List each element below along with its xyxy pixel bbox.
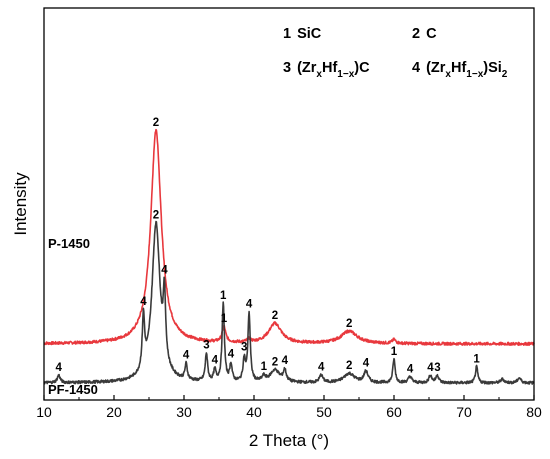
peak-label: 2	[346, 318, 352, 330]
legend-entry-1-text: SiC	[297, 26, 322, 42]
peak-label: 2	[153, 209, 159, 221]
legend-entry-1: 1 SiC	[283, 26, 322, 42]
legend-entry-4-p2: Hf	[451, 60, 466, 76]
y-axis-title: Intensity	[11, 172, 30, 236]
peak-label: 1	[261, 361, 268, 373]
x-tick-label: 50	[316, 404, 332, 420]
legend-entry-3-p1: x	[316, 69, 322, 80]
peak-label: 4	[318, 362, 325, 374]
peak-label: 4	[427, 362, 434, 374]
x-tick-label: 70	[456, 404, 472, 420]
x-axis-ticks: 10 20 30 40 50 60 70 80	[36, 395, 542, 420]
peak-label: 2	[272, 310, 278, 322]
legend-entry-2-text: C	[426, 26, 437, 42]
peak-label: 3	[241, 342, 247, 354]
peak-label: 1	[473, 354, 480, 366]
peak-label: 3	[434, 362, 440, 374]
peak-label: 2	[272, 356, 278, 368]
peak-label: 3	[203, 339, 209, 351]
x-tick-label: 30	[176, 404, 192, 420]
series-label-p1450: P-1450	[48, 236, 90, 251]
peak-label: 4	[228, 348, 235, 360]
peak-label: 4	[161, 264, 168, 276]
legend-entry-3-p3: 1−x	[337, 69, 354, 80]
peak-label: 4	[363, 357, 370, 369]
series-label-pf1450: PF-1450	[48, 382, 98, 397]
x-tick-label: 40	[246, 404, 262, 420]
peak-label: 4	[183, 350, 190, 362]
x-tick-label: 60	[386, 404, 402, 420]
peak-label: 4	[246, 299, 253, 311]
legend-entry-4-p0: (Zr	[426, 60, 446, 76]
x-tick-label: 80	[526, 404, 542, 420]
series-line-p-1450	[43, 128, 535, 347]
peak-label: 4	[55, 362, 62, 374]
x-tick-label: 10	[36, 404, 52, 420]
peak-label: 1	[391, 346, 398, 358]
series-line-pf-1450	[43, 220, 535, 385]
peak-label: 4	[282, 355, 289, 367]
plot-curves	[43, 128, 535, 385]
legend-entry-1-num: 1	[283, 26, 291, 42]
legend-entry-2-num: 2	[412, 26, 420, 42]
legend-entry-3-p0: (Zr	[297, 60, 317, 76]
peak-label: 1	[220, 290, 227, 302]
legend-entry-4-num: 4	[412, 60, 420, 76]
x-axis-title: 2 Theta (°)	[249, 431, 329, 450]
peak-label: 1	[221, 313, 228, 325]
peak-label: 4	[140, 296, 147, 308]
legend-entry-4-p4: )Si	[483, 60, 502, 76]
x-tick-label: 20	[106, 404, 122, 420]
legend-entry-3-p2: Hf	[322, 60, 337, 76]
peak-label: 4	[212, 354, 219, 366]
legend-entry-4-p3: 1−x	[466, 69, 483, 80]
legend-entry-3-p4: )C	[354, 60, 370, 76]
legend-entry-3-num: 3	[283, 60, 291, 76]
peak-label: 2	[346, 360, 352, 372]
legend-entry-4-p5: 2	[502, 69, 508, 80]
peak-label: 2	[153, 117, 159, 129]
peak-label: 4	[407, 363, 414, 375]
legend-entry-3: 3 (ZrxHf1−x)C	[283, 60, 370, 80]
legend-entry-4-p1: x	[445, 69, 451, 80]
legend-entry-4: 4 (ZrxHf1−x)Si2	[412, 60, 508, 80]
